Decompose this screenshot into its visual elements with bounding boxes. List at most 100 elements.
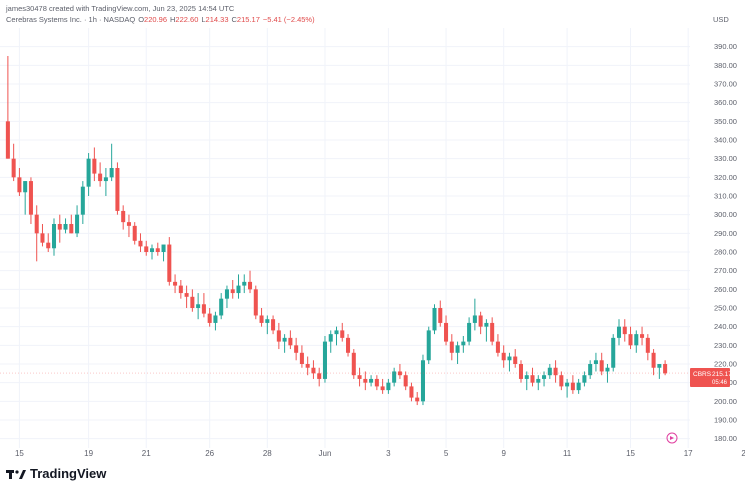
candle-body bbox=[657, 364, 662, 368]
grid bbox=[0, 28, 690, 448]
candle-body bbox=[248, 281, 253, 290]
candle-body bbox=[98, 173, 103, 182]
candle-body bbox=[513, 356, 518, 364]
candle-body bbox=[495, 341, 500, 353]
y-tick-label: 380.00 bbox=[714, 61, 737, 70]
candle-body bbox=[611, 337, 616, 368]
candles bbox=[5, 56, 668, 406]
candle-body bbox=[149, 248, 155, 252]
candle-body bbox=[634, 334, 639, 346]
y-tick-label: 360.00 bbox=[714, 98, 737, 107]
candle-body bbox=[138, 240, 143, 247]
y-tick-label: 340.00 bbox=[714, 136, 737, 145]
candle-body bbox=[144, 246, 149, 252]
candle-body bbox=[392, 371, 397, 383]
candle-body bbox=[190, 296, 195, 308]
y-tick-label: 250.00 bbox=[714, 304, 737, 313]
candle-body bbox=[109, 168, 114, 178]
candle-body bbox=[570, 382, 575, 391]
candle-body bbox=[588, 364, 593, 376]
candle-body bbox=[357, 375, 362, 379]
candle-body bbox=[126, 222, 131, 226]
y-tick-label: 270.00 bbox=[714, 266, 737, 275]
x-tick-label: 21 bbox=[142, 449, 151, 458]
candle-body bbox=[628, 334, 633, 346]
candle-body bbox=[92, 158, 97, 174]
y-tick-label: 320.00 bbox=[714, 173, 737, 182]
price-tag-countdown: 05:46 bbox=[712, 380, 728, 386]
candle-body bbox=[271, 319, 276, 331]
y-tick-label: 200.00 bbox=[714, 397, 737, 406]
candle-body bbox=[547, 367, 552, 376]
x-tick-label: 9 bbox=[501, 449, 506, 458]
y-tick-label: 310.00 bbox=[714, 192, 737, 201]
y-tick-label: 290.00 bbox=[714, 229, 737, 238]
candle-body bbox=[115, 168, 120, 211]
time-axis[interactable]: 1519212628Jun3591115172224 bbox=[15, 449, 745, 458]
ohlc-value: 215.17 bbox=[237, 15, 260, 24]
x-tick-label: 17 bbox=[684, 449, 693, 458]
candle-body bbox=[294, 345, 299, 353]
x-tick-label: 22 bbox=[741, 449, 745, 458]
candle-body bbox=[161, 244, 166, 252]
candle-body bbox=[40, 233, 45, 243]
candle-body bbox=[213, 315, 218, 323]
candle-body bbox=[207, 313, 212, 323]
candle-body bbox=[518, 364, 524, 379]
ohlc-label: L bbox=[201, 15, 205, 24]
ohlc-label: H bbox=[170, 15, 175, 24]
candle-body bbox=[259, 315, 264, 323]
candle-body bbox=[311, 367, 316, 374]
candle-body bbox=[236, 285, 241, 294]
ohlc-value: 222.60 bbox=[175, 15, 198, 24]
candle-body bbox=[380, 386, 385, 391]
header-line: james30478 created with TradingView.com,… bbox=[5, 4, 235, 13]
candle-body bbox=[663, 364, 668, 374]
tv-logo-icon bbox=[6, 469, 26, 479]
x-tick-label: 15 bbox=[15, 449, 24, 458]
candle-body bbox=[536, 378, 541, 383]
ohlc-value: −5.41 (−2.45%) bbox=[263, 15, 315, 24]
y-tick-label: 390.00 bbox=[714, 42, 737, 51]
candle-body bbox=[184, 293, 189, 297]
y-tick-label: 330.00 bbox=[714, 154, 737, 163]
candle-body bbox=[507, 356, 512, 361]
candle-body bbox=[328, 334, 333, 342]
x-tick-label: 28 bbox=[263, 449, 272, 458]
candle-body bbox=[409, 386, 414, 398]
candle-body bbox=[593, 360, 598, 364]
candle-body bbox=[253, 289, 258, 316]
candle-body bbox=[5, 121, 10, 159]
x-tick-label: 3 bbox=[386, 449, 391, 458]
candle-body bbox=[484, 322, 489, 327]
price-axis[interactable]: 180.00190.00200.00210.00220.00230.00240.… bbox=[714, 42, 737, 443]
candle-body bbox=[265, 319, 270, 323]
ohlc-values: O 220.96 H 222.60 L 214.33 C 215.17 −5.41 (−2.45… bbox=[138, 15, 315, 24]
candle-body bbox=[386, 382, 391, 391]
candle-body bbox=[397, 371, 402, 376]
candle-body bbox=[69, 224, 74, 234]
candle-body bbox=[305, 364, 310, 368]
price-tag: CBRS 215.17 05:46 bbox=[690, 368, 732, 387]
y-tick-label: 350.00 bbox=[714, 117, 737, 126]
candle-body bbox=[57, 224, 62, 230]
candle-body bbox=[449, 341, 454, 353]
ohlc-value: 220.96 bbox=[144, 15, 167, 24]
currency-label[interactable]: USD bbox=[713, 15, 729, 24]
instrument-title: Cerebras Systems Inc. · 1h · NASDAQ bbox=[6, 15, 135, 24]
candle-body bbox=[403, 375, 408, 387]
candle-body bbox=[553, 367, 558, 376]
tradingview-logo[interactable]: TradingView bbox=[6, 466, 106, 481]
price-tag-symbol: CBRS bbox=[693, 371, 712, 378]
candle-body bbox=[415, 397, 420, 402]
candle-body bbox=[622, 326, 627, 335]
x-tick-label: 19 bbox=[84, 449, 93, 458]
replay-icon[interactable] bbox=[666, 432, 678, 444]
candle-body bbox=[426, 330, 431, 361]
candle-body bbox=[132, 225, 137, 241]
x-tick-label: 5 bbox=[444, 449, 449, 458]
x-tick-label: Jun bbox=[319, 449, 332, 458]
candle-body bbox=[167, 244, 172, 282]
candle-body bbox=[276, 330, 281, 342]
